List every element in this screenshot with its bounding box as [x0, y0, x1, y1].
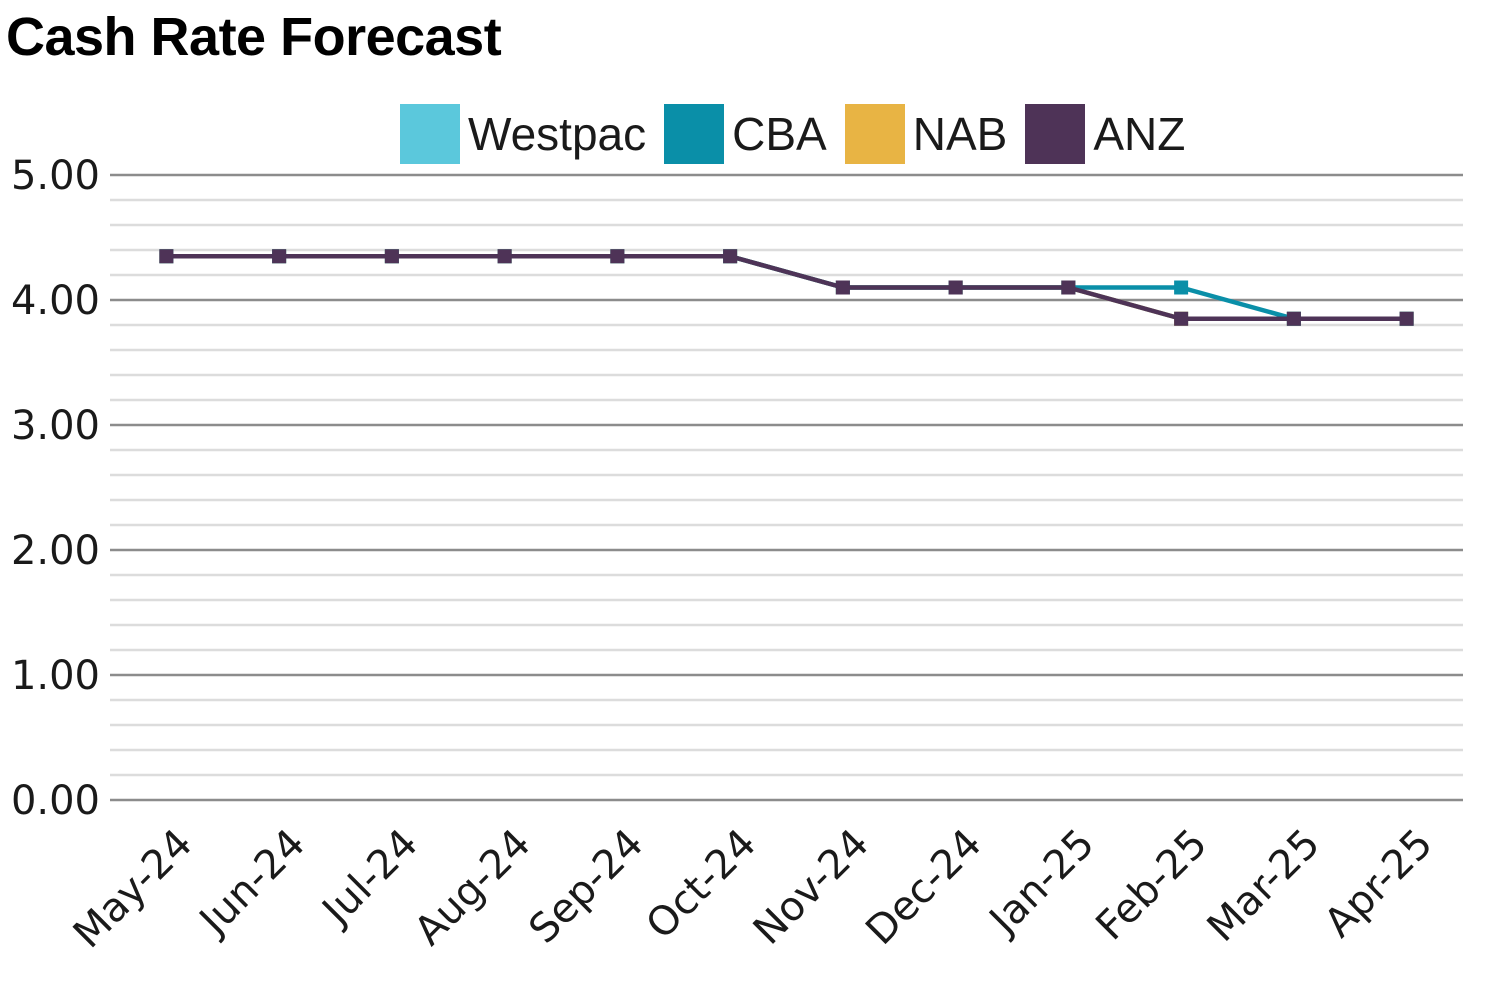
legend-item-cba[interactable]: CBA	[664, 104, 827, 164]
data-point-anz	[610, 249, 625, 264]
series-line-cba	[166, 254, 1407, 321]
y-tick-label: 1.00	[11, 653, 100, 699]
data-point-anz	[159, 249, 174, 264]
series-line-anz	[166, 254, 1407, 321]
chart-title: Cash Rate Forecast	[6, 7, 502, 67]
data-point-anz	[1061, 280, 1076, 295]
y-tick-label: 5.00	[11, 153, 100, 199]
x-tick-label: Aug-24	[406, 821, 540, 955]
y-tick-label: 2.00	[11, 528, 100, 574]
legend-item-nab[interactable]: NAB	[844, 104, 1008, 164]
legend-item-anz[interactable]: ANZ	[1025, 104, 1185, 164]
x-tick-label: Jan-25	[979, 821, 1103, 945]
series-westpac	[159, 249, 1414, 326]
x-tick-label: Mar-25	[1199, 821, 1329, 951]
legend: Westpac CBA NAB ANZ	[400, 104, 1203, 164]
y-tick-label: 4.00	[11, 278, 100, 324]
x-tick-label: May-24	[65, 821, 202, 958]
legend-swatch-cba	[664, 104, 725, 164]
legend-label-anz: ANZ	[1093, 108, 1186, 160]
legend-swatch-westpac	[400, 104, 460, 164]
series-layer	[159, 249, 1414, 326]
series-line-westpac	[166, 254, 1407, 321]
data-point-anz	[948, 280, 963, 295]
legend-label-cba: CBA	[732, 108, 827, 160]
data-point-anz	[723, 249, 738, 264]
x-tick-label: Nov-24	[745, 821, 878, 954]
legend-label-nab: NAB	[912, 108, 1008, 160]
series-anz	[159, 249, 1414, 326]
x-tick-label: Apr-25	[1316, 821, 1442, 947]
series-nab	[159, 249, 1414, 326]
legend-swatch-nab	[844, 104, 905, 164]
data-point-anz	[835, 280, 850, 295]
data-point-anz	[384, 249, 399, 264]
data-point-anz	[272, 249, 287, 264]
legend-label-westpac: Westpac	[468, 108, 647, 160]
x-tick-label: Dec-24	[857, 821, 990, 954]
grid-layer	[110, 173, 1463, 802]
data-point-anz	[1286, 311, 1301, 326]
y-tick-label: 3.00	[11, 403, 100, 449]
series-line-nab	[166, 254, 1407, 321]
data-point-anz	[1174, 311, 1189, 326]
x-tick-label: Jun-24	[189, 821, 314, 946]
legend-item-westpac[interactable]: Westpac	[400, 104, 646, 164]
data-point-anz	[1399, 311, 1414, 326]
y-tick-label: 0.00	[11, 778, 100, 824]
x-tick-label: Feb-25	[1087, 821, 1216, 950]
series-cba	[159, 249, 1414, 326]
x-tick-label: Sep-24	[520, 821, 652, 953]
data-point-anz	[497, 249, 512, 264]
x-tick-label: Oct-24	[638, 821, 766, 949]
legend-swatch-anz	[1025, 104, 1086, 164]
data-point-cba	[1174, 280, 1189, 295]
y-axis: 0.00 1.00 2.00 3.00 4.00 5.00	[11, 153, 100, 824]
